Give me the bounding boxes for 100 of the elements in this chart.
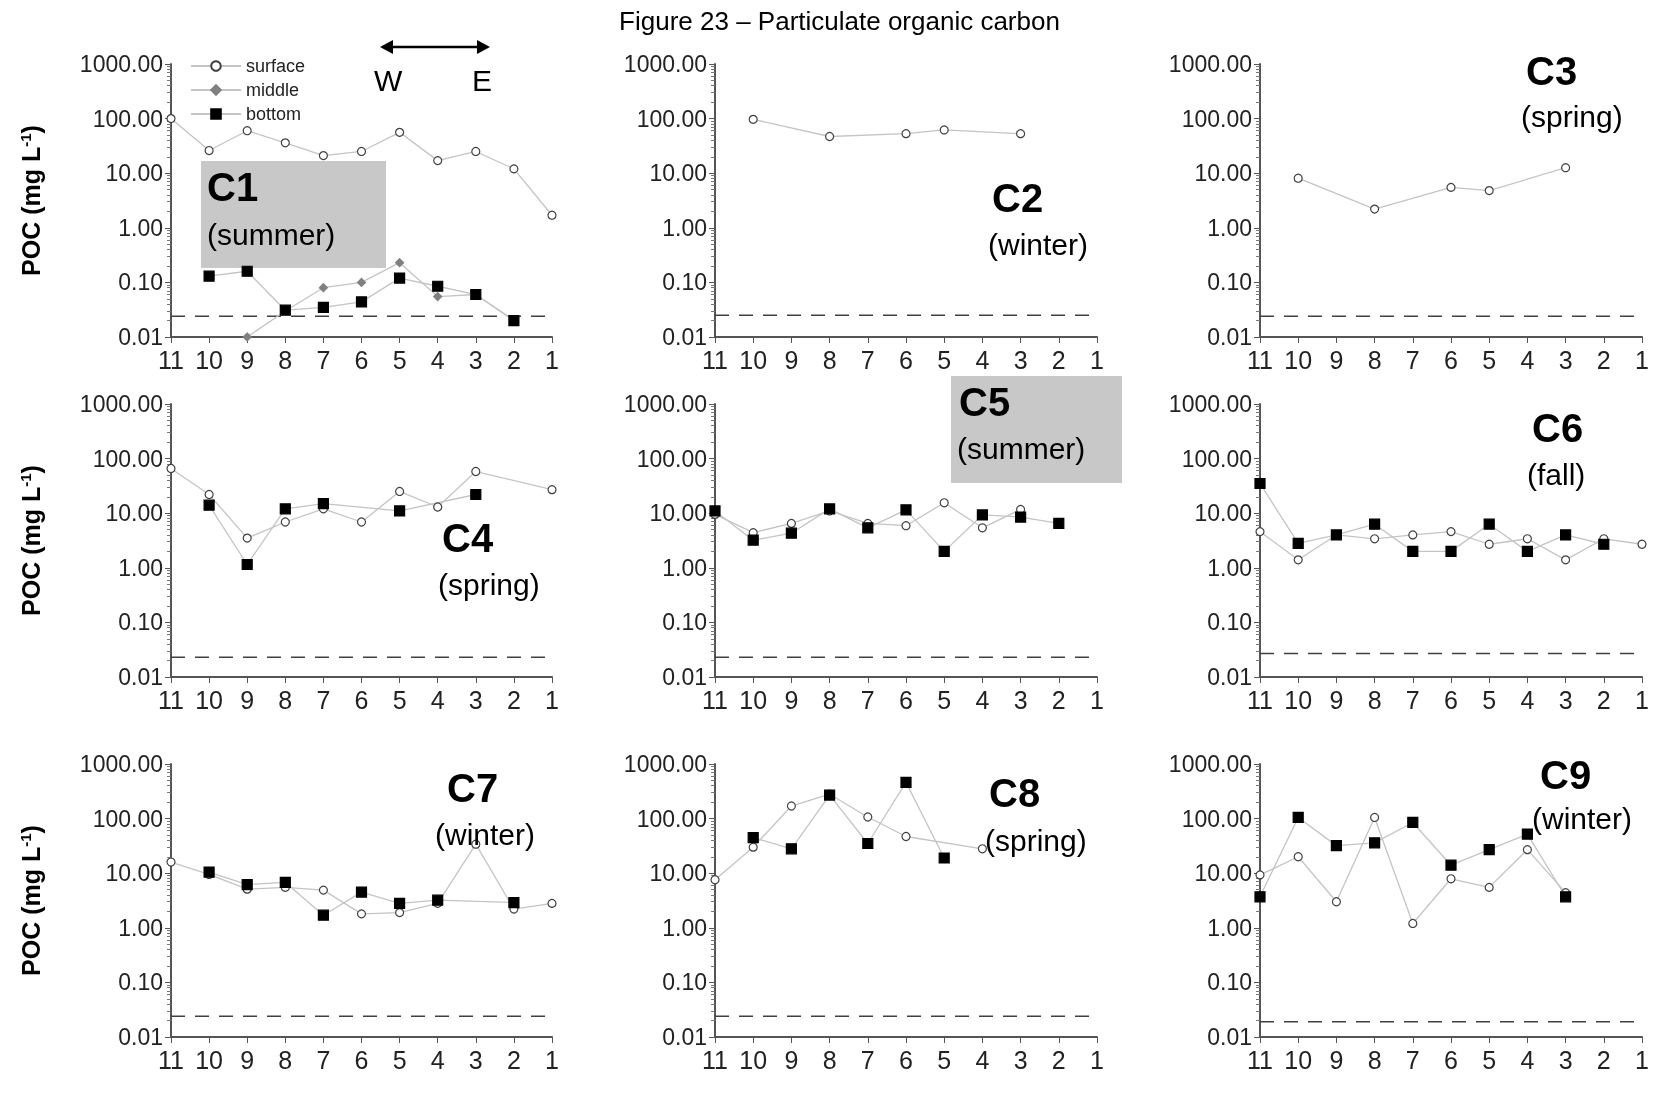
y-tick-label: 0.10 xyxy=(118,269,163,296)
x-tick-label: 10 xyxy=(195,1045,224,1074)
y-tick-label: 10.00 xyxy=(1194,860,1252,887)
x-tick-label: 1 xyxy=(545,345,559,374)
y-tick-label: 1.00 xyxy=(1207,914,1252,941)
x-tick-label: 1 xyxy=(1635,1045,1649,1074)
x-tick-label: 6 xyxy=(1444,685,1458,714)
x-tick-label: 6 xyxy=(354,685,369,714)
x-tick-label: 1 xyxy=(545,685,559,714)
y-tick-label: 1.00 xyxy=(118,914,163,941)
x-tick-label: 6 xyxy=(899,345,913,374)
x-tick-label: 7 xyxy=(316,685,331,714)
legend-label: middle xyxy=(246,80,300,100)
x-tick-label: 3 xyxy=(1558,1045,1573,1074)
y-tick-label: 1000.00 xyxy=(79,751,163,777)
annotation: E xyxy=(472,64,493,99)
y-tick-label: 10.00 xyxy=(649,860,707,887)
x-tick-label: 6 xyxy=(1444,1045,1458,1074)
annotation: (winter) xyxy=(435,818,536,853)
annotation: (fall) xyxy=(1527,458,1586,493)
x-tick-label: 5 xyxy=(392,685,407,714)
x-tick-label: 10 xyxy=(739,685,768,714)
x-tick-label: 7 xyxy=(1405,685,1420,714)
x-tick-label: 7 xyxy=(860,685,875,714)
x-tick-label: 2 xyxy=(1596,345,1611,374)
x-tick-label: 6 xyxy=(1444,345,1458,374)
x-tick-label: 3 xyxy=(468,345,483,374)
x-tick-label: 2 xyxy=(1051,685,1066,714)
y-axis-title: POC (mg L-1) xyxy=(16,465,45,616)
x-tick-label: 10 xyxy=(195,345,224,374)
annotation: (spring) xyxy=(985,824,1087,859)
y-tick-label: 0.10 xyxy=(1207,969,1252,996)
x-tick-label: 2 xyxy=(1051,1045,1066,1074)
y-tick-label: 1.00 xyxy=(118,214,163,241)
x-tick-label: 1 xyxy=(1090,685,1104,714)
y-tick-label: 0.10 xyxy=(662,609,707,636)
x-tick-label: 5 xyxy=(1482,345,1497,374)
x-tick-label: 9 xyxy=(240,1045,255,1074)
y-tick-label: 100.00 xyxy=(636,105,707,132)
y-tick-label: 1000.00 xyxy=(79,391,163,417)
x-tick-label: 4 xyxy=(430,1045,445,1074)
x-tick-label: 8 xyxy=(822,345,837,374)
x-tick-label: 4 xyxy=(975,345,990,374)
x-tick-label: 9 xyxy=(1329,345,1344,374)
x-tick-label: 10 xyxy=(1284,345,1313,374)
annotation: (winter) xyxy=(988,228,1089,263)
x-tick-label: 8 xyxy=(1367,345,1382,374)
x-tick-label: 7 xyxy=(316,345,331,374)
x-tick-label: 5 xyxy=(1482,685,1497,714)
x-tick-label: 8 xyxy=(822,1045,837,1074)
y-tick-label: 100.00 xyxy=(1181,445,1252,472)
chart-title: Figure 23 – Particulate organic carbon xyxy=(618,6,1061,37)
x-tick-label: 9 xyxy=(240,345,255,374)
x-tick-label: 5 xyxy=(937,685,952,714)
x-tick-label: 3 xyxy=(468,1045,483,1074)
x-tick-label: 4 xyxy=(975,685,990,714)
x-tick-label: 6 xyxy=(354,345,369,374)
y-tick-label: 100.00 xyxy=(636,445,707,472)
x-tick-label: 6 xyxy=(899,685,913,714)
y-tick-label: 1.00 xyxy=(662,554,707,581)
annotation: (spring) xyxy=(1521,100,1623,135)
x-tick-label: 4 xyxy=(1520,1045,1535,1074)
annotation: C7 xyxy=(447,765,499,811)
y-tick-label: 100.00 xyxy=(1181,105,1252,132)
x-tick-label: 1 xyxy=(1090,1045,1104,1074)
x-tick-label: 9 xyxy=(784,1045,799,1074)
y-tick-label: 10.00 xyxy=(105,160,163,187)
x-tick-label: 10 xyxy=(1284,1045,1313,1074)
x-tick-label: 6 xyxy=(899,1045,913,1074)
legend-label: bottom xyxy=(246,104,302,124)
y-tick-label: 10.00 xyxy=(649,500,707,527)
y-tick-label: 1000.00 xyxy=(623,751,707,777)
x-tick-label: 3 xyxy=(1013,1045,1028,1074)
y-tick-label: 10.00 xyxy=(105,500,163,527)
x-tick-label: 1 xyxy=(545,1045,559,1074)
x-tick-label: 2 xyxy=(506,1045,521,1074)
x-tick-label: 2 xyxy=(506,685,521,714)
x-tick-label: 10 xyxy=(195,685,224,714)
x-tick-label: 8 xyxy=(278,1045,293,1074)
annotation: C8 xyxy=(989,770,1041,816)
y-tick-label: 0.10 xyxy=(662,969,707,996)
x-tick-label: 3 xyxy=(468,685,483,714)
x-tick-label: 4 xyxy=(975,1045,990,1074)
y-tick-label: 100.00 xyxy=(92,805,163,832)
annotation: (winter) xyxy=(1532,802,1633,837)
annotation: (summer) xyxy=(207,218,336,253)
x-tick-label: 7 xyxy=(1405,345,1420,374)
x-tick-label: 8 xyxy=(278,345,293,374)
x-tick-label: 5 xyxy=(392,1045,407,1074)
y-axis-title: POC (mg L-1) xyxy=(16,825,45,976)
x-tick-label: 3 xyxy=(1558,685,1573,714)
annotation: (summer) xyxy=(957,432,1086,467)
y-tick-label: 100.00 xyxy=(636,805,707,832)
y-tick-label: 1.00 xyxy=(118,554,163,581)
y-tick-label: 10.00 xyxy=(649,160,707,187)
y-tick-label: 1000.00 xyxy=(1168,51,1252,77)
y-tick-label: 100.00 xyxy=(92,105,163,132)
y-tick-label: 1000.00 xyxy=(623,391,707,417)
x-tick-label: 4 xyxy=(1520,345,1535,374)
y-tick-label: 0.10 xyxy=(1207,269,1252,296)
